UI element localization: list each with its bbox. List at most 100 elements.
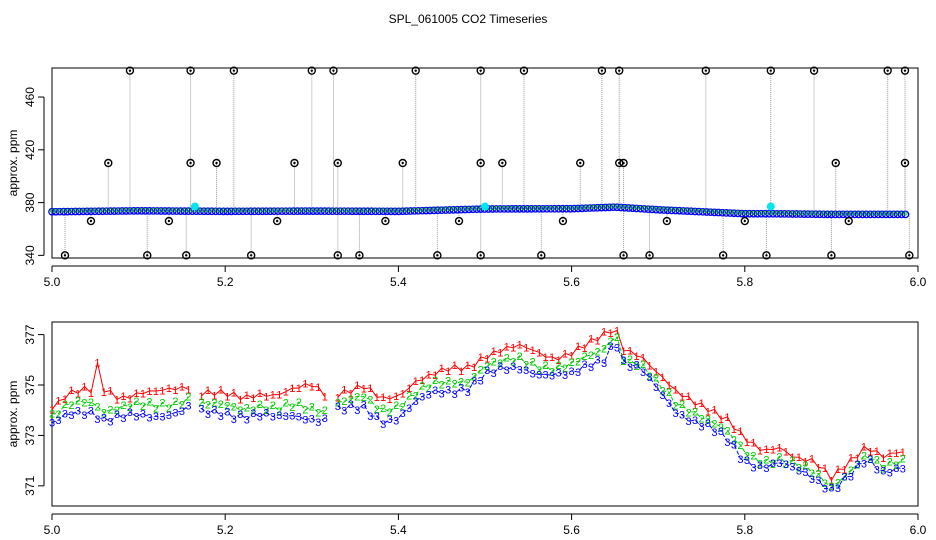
series-marker-1: 1 — [893, 448, 899, 460]
outlier-point — [414, 69, 417, 72]
baseline-point — [673, 207, 678, 212]
baseline-point — [755, 210, 760, 215]
series-marker-3: 3 — [250, 408, 256, 420]
series-marker-1: 1 — [198, 391, 204, 403]
outlier-point — [844, 216, 853, 226]
baseline-point — [693, 208, 698, 213]
series-marker-2: 2 — [854, 460, 860, 472]
baseline-point — [110, 207, 119, 215]
outlier-point — [232, 69, 236, 72]
baseline-point — [350, 208, 355, 213]
series-marker-2: 2 — [276, 406, 282, 418]
baseline-point — [211, 207, 220, 216]
series-marker-2: 2 — [218, 399, 224, 411]
series-marker-1: 1 — [140, 389, 146, 401]
baseline-point — [564, 205, 569, 210]
bottom-x-axis: 5.0 5.2 5.4 5.6 5.8 6.0 — [44, 513, 927, 537]
outlier-point — [398, 158, 407, 168]
outlier-point — [107, 161, 110, 165]
baseline-point — [765, 209, 773, 218]
series-marker-3: 3 — [809, 474, 815, 486]
series-marker-3: 3 — [731, 439, 737, 451]
series-marker-1: 1 — [452, 360, 458, 372]
baseline-point — [741, 209, 750, 218]
series-marker-2: 2 — [270, 400, 276, 412]
series-marker-2: 2 — [614, 332, 620, 344]
baseline-point — [852, 211, 857, 216]
baseline-point — [377, 208, 382, 213]
series-marker-3: 3 — [133, 412, 139, 424]
outlier-point — [648, 254, 651, 257]
baseline-point — [543, 204, 551, 213]
baseline-point — [94, 207, 103, 216]
baseline-point — [737, 209, 746, 218]
baseline-point — [611, 204, 616, 209]
series-marker-3: 3 — [159, 412, 165, 424]
series-marker-2: 2 — [601, 343, 607, 355]
baseline-point — [196, 207, 204, 216]
baseline-point — [346, 208, 351, 213]
baseline-point — [498, 206, 503, 211]
baseline-point — [870, 210, 879, 219]
baseline-point — [124, 208, 129, 213]
baseline-point — [441, 206, 450, 214]
series-marker-1: 1 — [400, 388, 406, 400]
series-marker-1: 1 — [497, 348, 503, 360]
series-marker-2: 2 — [283, 398, 289, 410]
baseline-point — [776, 209, 785, 218]
baseline-point — [340, 207, 349, 216]
baseline-point — [515, 205, 524, 213]
baseline-point — [574, 204, 582, 213]
series-marker-2: 2 — [81, 398, 87, 410]
baseline-point — [891, 211, 896, 216]
baseline-point — [548, 205, 553, 210]
baseline-point — [180, 207, 189, 215]
series-marker-3: 3 — [354, 405, 360, 417]
baseline-point — [318, 208, 323, 213]
baseline-point — [143, 207, 148, 212]
series-marker-2: 2 — [166, 403, 172, 415]
baseline-point — [182, 208, 187, 213]
series-marker-3: 3 — [763, 463, 769, 475]
series-marker-2: 2 — [478, 364, 484, 376]
series-marker-1: 1 — [62, 394, 68, 406]
series-marker-3: 3 — [530, 369, 536, 381]
series-marker-2: 2 — [685, 407, 691, 419]
series-marker-1: 1 — [276, 389, 282, 401]
baseline-point — [112, 208, 117, 213]
series-marker-3: 3 — [387, 414, 393, 426]
baseline-point — [361, 208, 366, 213]
series-marker-3: 3 — [55, 415, 61, 427]
series-marker-1: 1 — [471, 362, 477, 374]
baseline-point — [587, 205, 592, 210]
baseline-point — [739, 210, 744, 215]
series-marker-3: 3 — [796, 466, 802, 478]
series-marker-2: 2 — [530, 357, 536, 369]
series-marker-3: 3 — [504, 365, 510, 377]
series-marker-1: 1 — [562, 348, 568, 360]
series-marker-2: 2 — [458, 376, 464, 388]
series-marker-2: 2 — [724, 426, 730, 438]
outlier-point — [540, 254, 543, 257]
series-marker-2: 2 — [406, 390, 412, 402]
series-marker-3: 3 — [646, 372, 652, 384]
series-marker-3: 3 — [400, 408, 406, 420]
y-tick-label: 371 — [23, 476, 37, 496]
series-marker-3: 3 — [257, 412, 263, 424]
baseline-point — [63, 207, 72, 216]
top-panel: 5.0 5.2 5.4 5.6 5.8 6.0 340 380 420 460 approx. … — [6, 66, 927, 289]
series-marker-2: 2 — [127, 402, 133, 414]
baseline-point — [309, 207, 317, 215]
baseline-point — [231, 207, 240, 216]
baseline-point — [790, 211, 795, 216]
baseline-point — [161, 207, 169, 215]
series-marker-1: 1 — [536, 347, 542, 359]
baseline-point — [98, 207, 107, 216]
baseline-point — [718, 208, 727, 217]
baseline-point — [734, 209, 742, 218]
baseline-point — [696, 208, 701, 213]
series-marker-2: 2 — [205, 399, 211, 411]
baseline-point — [108, 208, 113, 213]
baseline-point — [817, 211, 822, 216]
series-marker-2: 2 — [549, 366, 555, 378]
